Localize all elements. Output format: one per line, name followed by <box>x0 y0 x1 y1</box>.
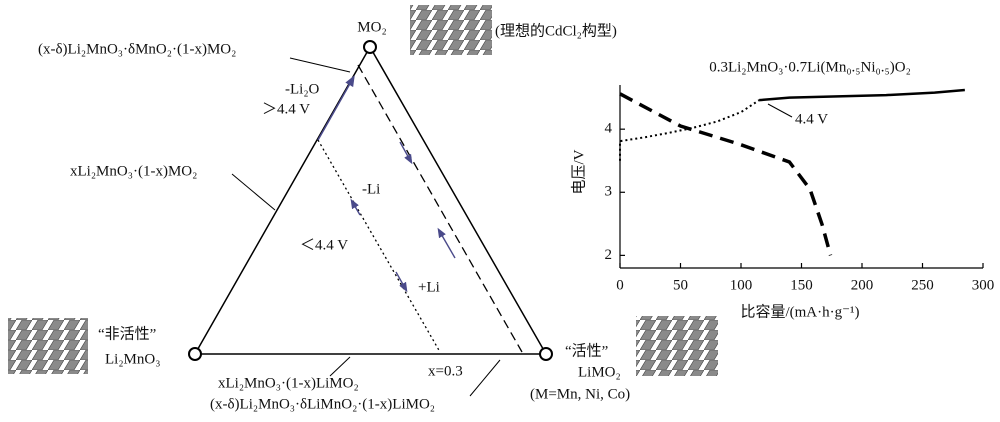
x-tick-label: 250 <box>911 277 934 293</box>
curve <box>619 92 833 256</box>
leader-line <box>469 359 501 397</box>
vertex <box>539 347 553 361</box>
label: xLi₂MnO₃·(1-x)MO₂ <box>70 163 197 179</box>
x-tick-label: 100 <box>730 277 753 293</box>
x-tick-label: 0 <box>616 277 624 293</box>
arrow <box>317 75 355 141</box>
annotation: 4.4 V <box>795 111 828 127</box>
label: “活性” <box>565 342 608 359</box>
crystal-icon <box>636 316 718 376</box>
leader-line <box>231 173 276 211</box>
label: “非活性” <box>98 325 156 342</box>
x-tick-label: 50 <box>673 277 688 293</box>
y-axis-label: 电压/V <box>570 149 587 194</box>
y-tick-label: 2 <box>605 247 613 263</box>
leader-line <box>767 103 793 118</box>
label: (M=Mn, Ni, Co) <box>530 386 630 402</box>
label: x=0.3 <box>428 363 463 379</box>
x-tick-label: 200 <box>851 277 874 293</box>
arrow <box>437 227 456 259</box>
chart: 0.3Li₂MnO₃·0.7Li(Mn₀.₅Ni₀.₅)O₂ 比容量/(mA·h… <box>570 59 994 320</box>
chart-title: 0.3Li₂MnO₃·0.7Li(Mn₀.₅Ni₀.₅)O₂ <box>709 59 911 75</box>
x-tick-label: 150 <box>790 277 813 293</box>
x-tick-label: 300 <box>972 277 995 293</box>
arrow <box>395 271 408 293</box>
label: -Li <box>362 181 380 197</box>
arrow <box>399 141 413 165</box>
leader-line <box>329 356 351 377</box>
crystal-icon <box>410 5 492 55</box>
label: ＞4.4 V <box>262 101 310 117</box>
curve <box>759 88 965 102</box>
label: xLi₂MnO₃·(1-x)LiMO₂ <box>218 375 359 391</box>
label: MO₂ <box>357 19 386 35</box>
label: ＜4.4 V <box>300 237 348 253</box>
vertex <box>363 40 377 54</box>
vertex <box>188 347 202 361</box>
label: -Li₂O <box>285 81 320 97</box>
triangle <box>193 45 548 355</box>
label: (理想的CdCl₂构型) <box>495 22 617 39</box>
arrow <box>350 198 361 216</box>
label: +Li <box>418 279 440 295</box>
leader-line <box>289 57 351 73</box>
label: (x-δ)Li₂MnO₃·δMnO₂·(1-x)MO₂ <box>38 41 236 57</box>
label: (x-δ)Li₂MnO₃·δLiMnO₂·(1-x)LiMO₂ <box>210 396 435 412</box>
x-axis-label: 比容量/(mA·h·g⁻¹) <box>740 303 859 320</box>
dotted-path <box>317 139 441 353</box>
curve <box>619 99 760 161</box>
y-tick-label: 4 <box>605 121 613 137</box>
label: LiMO₂ <box>578 364 621 380</box>
y-tick-label: 3 <box>605 184 613 200</box>
triangle-diagram: MO₂ (理想的CdCl₂构型) (x-δ)Li₂MnO₃·δMnO₂·(1-x… <box>8 5 718 412</box>
dashed-path <box>357 64 523 353</box>
label: Li₂MnO₃ <box>105 351 160 367</box>
crystal-icon <box>8 318 88 374</box>
